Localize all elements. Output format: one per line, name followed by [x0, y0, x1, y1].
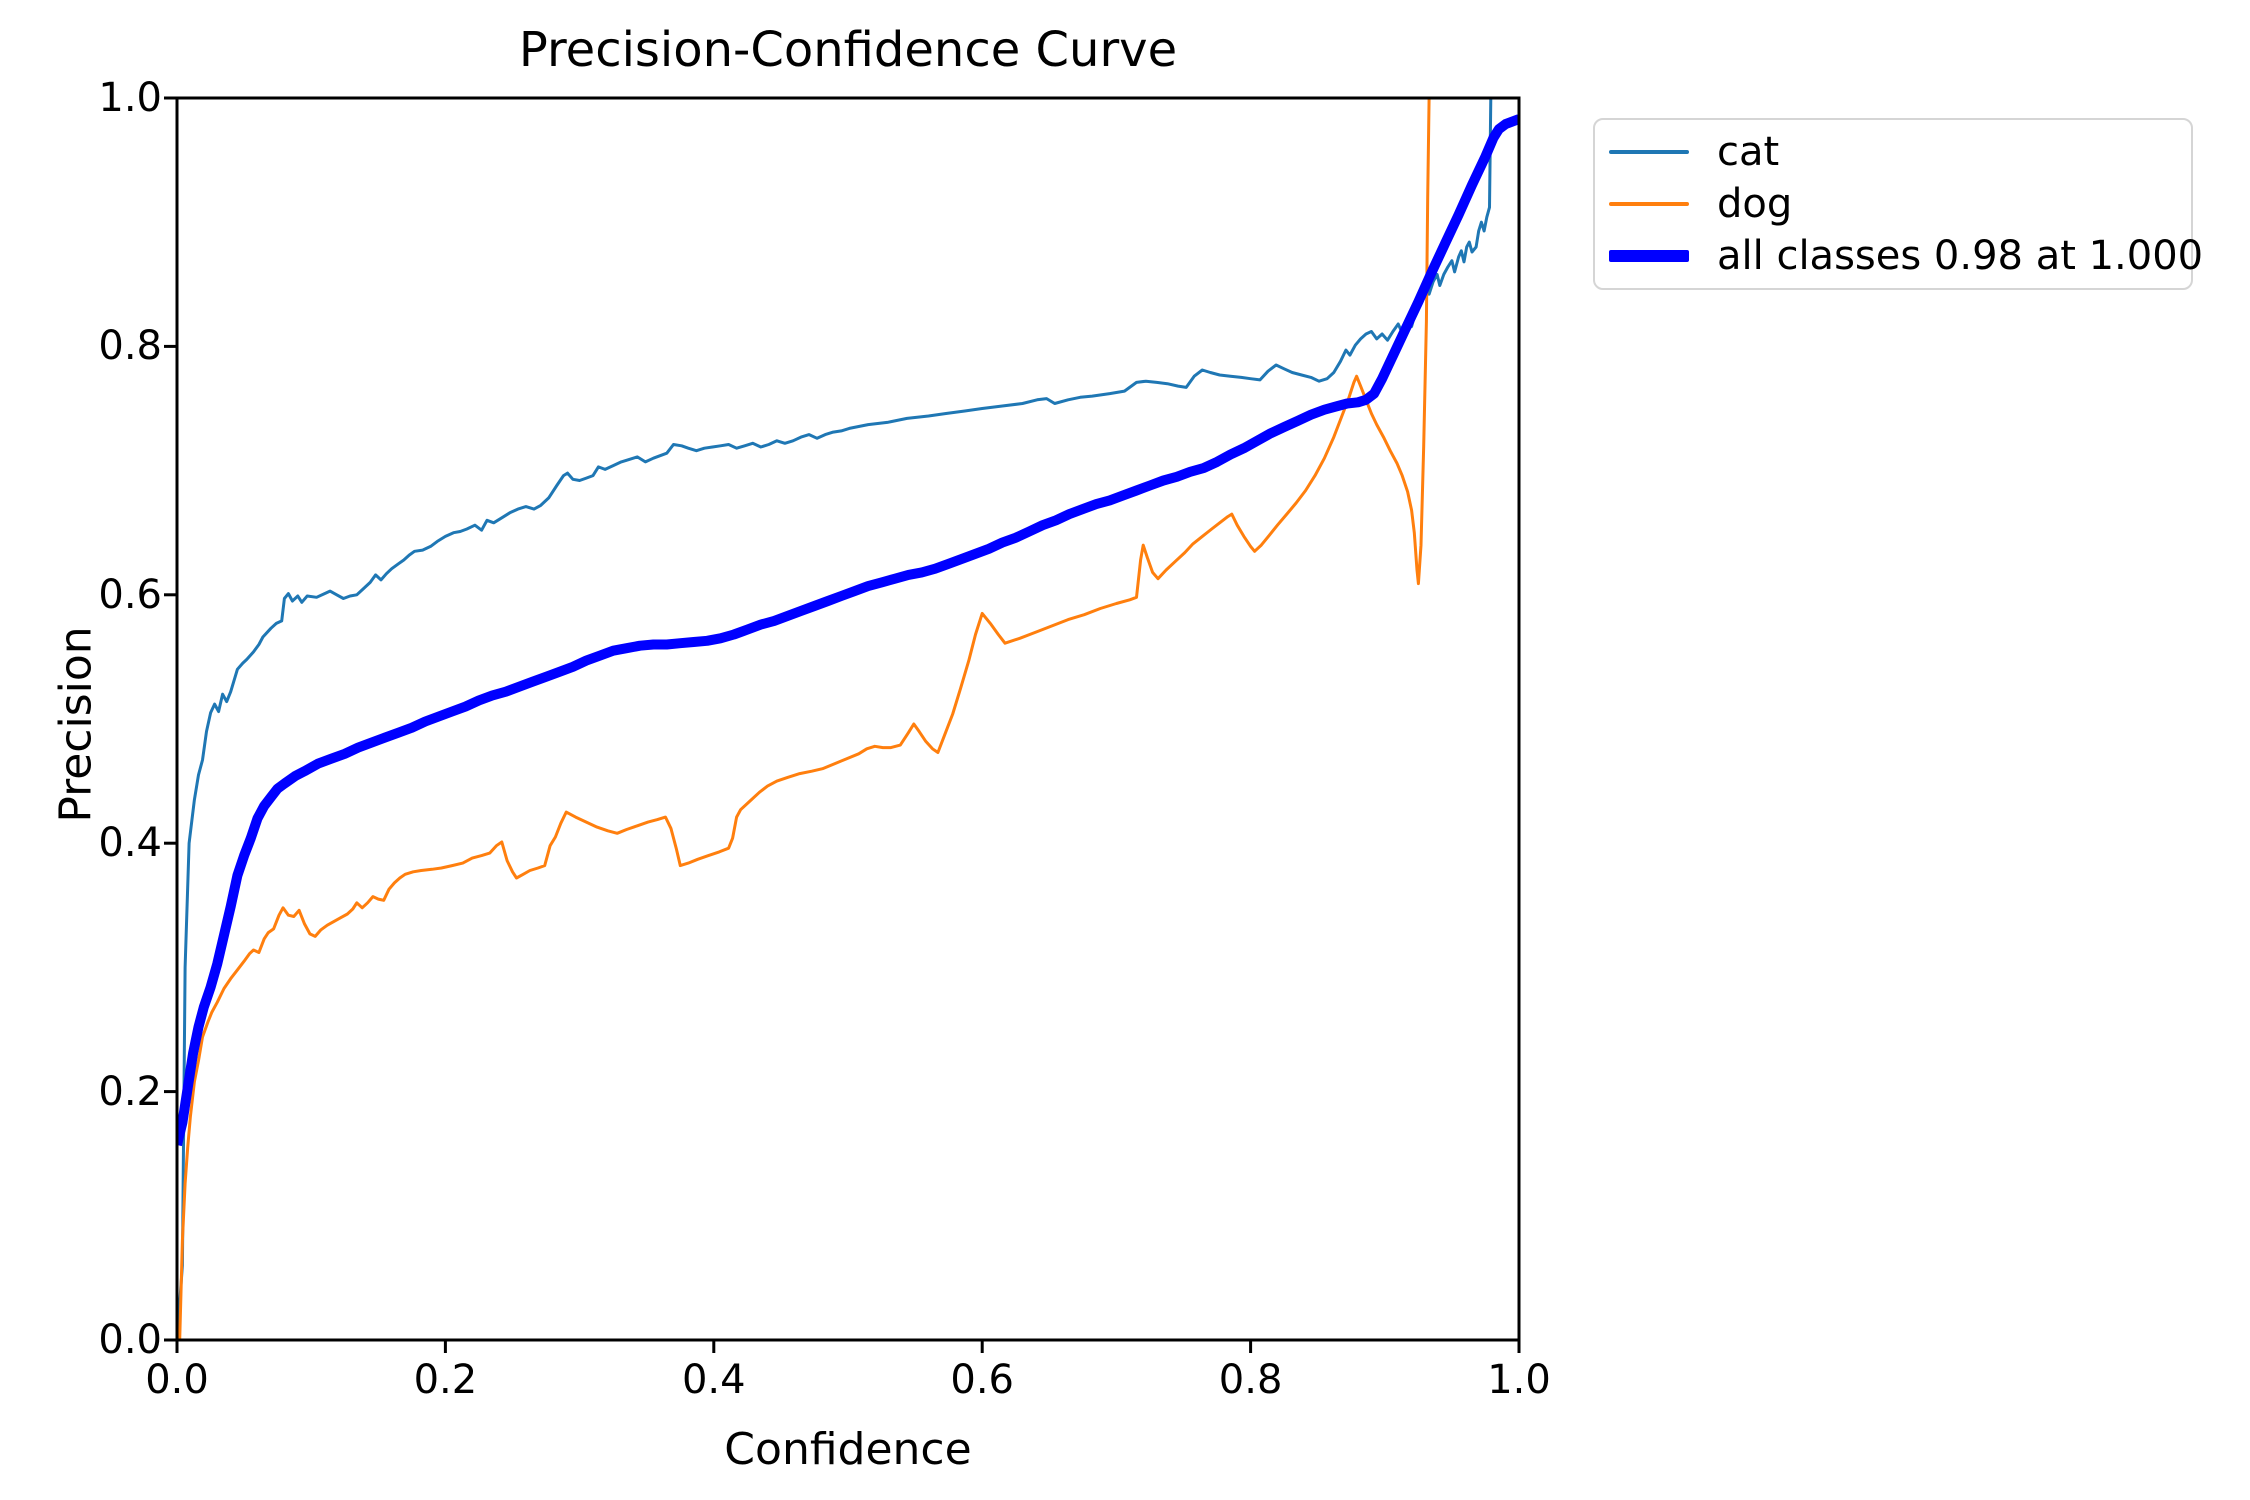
series-line-cat — [177, 98, 1519, 1340]
chart-title: Precision-Confidence Curve — [518, 22, 1178, 78]
y-tick-label-0.4: 0.4 — [98, 820, 162, 867]
legend-item-dog: dog — [1609, 182, 2181, 226]
legend-label-all-classes: all classes 0.98 at 1.000 — [1717, 233, 2204, 279]
all-classes-line-sample — [1609, 250, 1689, 262]
legend-label-dog: dog — [1717, 181, 1793, 227]
y-tick-label-0.0: 0.0 — [98, 1317, 162, 1363]
axes-spines — [175, 96, 1521, 1342]
y-tick-label-0.8: 0.8 — [98, 323, 162, 370]
cat-line-sample — [1609, 150, 1689, 154]
y-tick-label-0.6: 0.6 — [98, 571, 162, 618]
x-tick-label-0.4: 0.4 — [681, 1357, 746, 1403]
x-tick-label-0.2: 0.2 — [413, 1357, 478, 1403]
y-tick-label-0.2: 0.2 — [98, 1068, 162, 1115]
legend-item-cat: cat — [1609, 130, 2181, 174]
y-axis-label: Precision — [50, 626, 102, 823]
legend-label-cat: cat — [1717, 129, 1780, 175]
y-tick-label-1.0: 1.0 — [98, 75, 162, 121]
series-line-dog — [178, 98, 1431, 1340]
legend: cat dog all classes 0.98 at 1.000 — [1593, 118, 2203, 290]
x-tick-label-0.8: 0.8 — [1218, 1357, 1283, 1403]
x-tick-label-0.6: 0.6 — [950, 1357, 1014, 1403]
series-lines — [177, 98, 1519, 1340]
x-axis-label: Confidence — [724, 1424, 972, 1475]
x-tick-label-0.0: 0.0 — [145, 1357, 209, 1403]
dog-line-sample — [1609, 202, 1689, 206]
legend-item-all-classes: all classes 0.98 at 1.000 — [1609, 234, 2203, 278]
series-line-all-classes-0-98-at-1-000 — [177, 114, 1519, 1147]
x-tick-label-1.0: 1.0 — [1487, 1357, 1551, 1403]
